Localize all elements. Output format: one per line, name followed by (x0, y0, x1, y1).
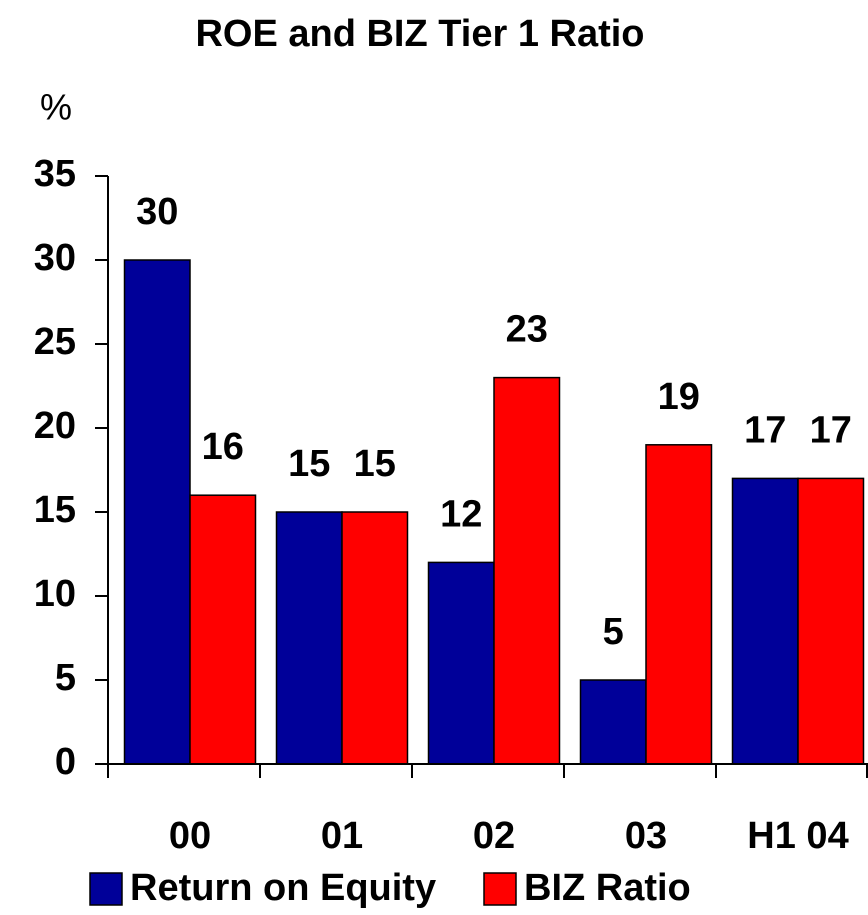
data-label: 23 (506, 309, 548, 351)
data-label: 15 (354, 443, 396, 485)
bar (275, 511, 343, 765)
legend-swatch (483, 872, 517, 906)
x-tick-label: 02 (473, 815, 515, 857)
y-tick-label: 5 (55, 657, 76, 699)
bar (341, 511, 409, 765)
bar (797, 477, 865, 765)
bar (189, 494, 257, 765)
chart-title: ROE and BIZ Tier 1 Ratio (195, 13, 644, 55)
data-label: 30 (136, 191, 178, 233)
data-label: 17 (810, 409, 852, 451)
x-tick-label: 00 (169, 815, 211, 857)
bar (493, 376, 561, 765)
bar (579, 679, 647, 765)
x-tick-label: H1 04 (747, 815, 848, 857)
x-tick-label: 01 (321, 815, 363, 857)
x-tick-label: 03 (625, 815, 667, 857)
y-tick-label: 0 (55, 741, 76, 783)
y-tick-label: 20 (34, 405, 76, 447)
bar (123, 259, 191, 765)
data-label: 5 (603, 611, 624, 653)
data-label: 16 (202, 426, 244, 468)
y-tick-label: 10 (34, 573, 76, 615)
bar (731, 477, 799, 765)
data-label: 15 (288, 443, 330, 485)
legend-label: Return on Equity (130, 867, 436, 909)
y-tick-label: 15 (34, 489, 76, 531)
y-tick-label: 25 (34, 321, 76, 363)
y-tick-label: 35 (34, 153, 76, 195)
y-tick-label: 30 (34, 237, 76, 279)
bar (645, 444, 713, 765)
legend-label: BIZ Ratio (524, 867, 691, 909)
data-label: 12 (440, 493, 482, 535)
data-label: 19 (658, 376, 700, 418)
y-axis-label: % (40, 87, 72, 128)
data-label: 17 (744, 409, 786, 451)
bar (427, 561, 495, 765)
legend-swatch (89, 872, 123, 906)
